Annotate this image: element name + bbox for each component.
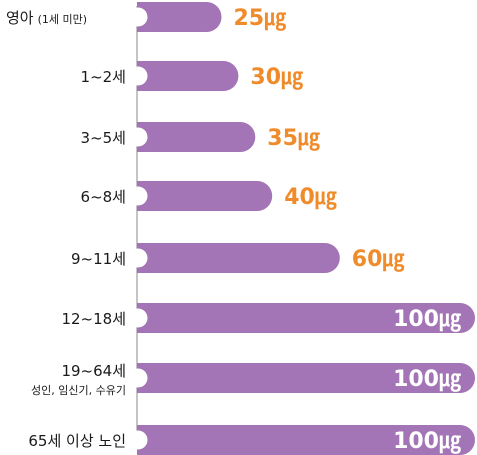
bar-1 <box>137 2 222 32</box>
bar-notch <box>128 7 148 27</box>
value-label: 100㎍ <box>393 307 461 333</box>
value-label: 100㎍ <box>393 367 461 393</box>
category-label: 65세 이상 노인 <box>28 432 126 450</box>
bar-notch <box>128 308 148 328</box>
value-label: 30㎍ <box>250 65 303 91</box>
category-label: 3~5세 <box>81 129 126 147</box>
category-label: 9~11세 <box>71 250 126 268</box>
bar-notch <box>128 368 148 388</box>
category-label: 12~18세 <box>61 310 126 328</box>
category-note: 성인, 임신기, 수유기 <box>31 384 126 397</box>
bar-notch <box>128 248 148 268</box>
value-label: 40㎍ <box>284 185 337 211</box>
bar-notch <box>128 430 148 450</box>
category-label: 19~64세 <box>61 362 126 380</box>
bar-8 <box>137 425 475 455</box>
category-label: 영아 (1세 미만) <box>6 9 87 27</box>
bar-6 <box>137 303 475 333</box>
bars-group <box>128 2 475 455</box>
value-label: 25㎍ <box>234 6 287 32</box>
bar-2 <box>137 61 239 91</box>
category-label: 6~8세 <box>81 188 126 206</box>
bar-notch <box>128 66 148 86</box>
bar-notch <box>128 127 148 147</box>
bar-4 <box>137 181 273 211</box>
bar-3 <box>137 122 256 152</box>
value-label: 60㎍ <box>352 247 405 273</box>
category-label: 1~2세 <box>81 68 126 86</box>
bar-5 <box>137 243 340 273</box>
value-label: 100㎍ <box>393 429 461 455</box>
value-label: 35㎍ <box>267 126 320 152</box>
bar-notch <box>128 186 148 206</box>
bar-7 <box>137 363 475 393</box>
labels-group: 영아 (1세 미만) 25㎍ 1~2세 30㎍ 3~5세 35㎍ 6~8세 40㎍ 9~11세 60… <box>6 6 461 455</box>
